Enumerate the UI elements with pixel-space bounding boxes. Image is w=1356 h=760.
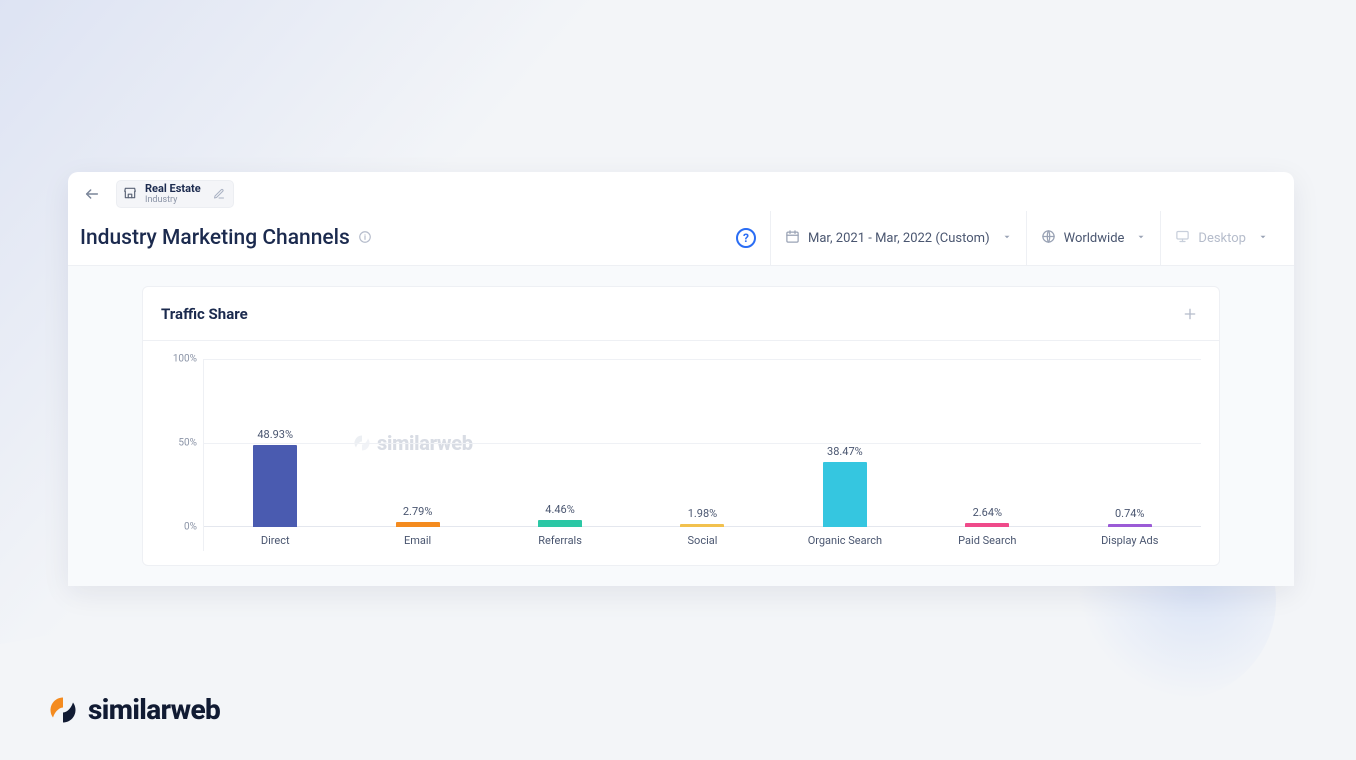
chip-subtitle: Industry — [145, 196, 201, 205]
desktop-icon — [1175, 229, 1190, 248]
page-title: Industry Marketing Channels — [80, 226, 350, 250]
back-button[interactable] — [80, 182, 104, 206]
x-axis-label: Organic Search — [808, 534, 882, 547]
traffic-share-card: Traffic Share similarweb 0%50%100% 48.93… — [142, 286, 1220, 566]
bar — [396, 522, 440, 527]
region-filter[interactable]: Worldwide — [1027, 211, 1161, 265]
app-panel: Real Estate Industry Industry Marketing … — [68, 172, 1294, 586]
x-axis-label: Social — [688, 534, 718, 547]
topbar: Real Estate Industry — [68, 172, 1294, 210]
bar-value-label: 48.93% — [257, 428, 293, 441]
card-title: Traffic Share — [161, 305, 248, 323]
bar — [680, 524, 724, 527]
bar-value-label: 1.98% — [688, 507, 718, 520]
device-label: Desktop — [1198, 231, 1246, 246]
bar-value-label: 2.79% — [403, 505, 433, 518]
filter-group: Mar, 2021 - Mar, 2022 (Custom) Worldwide — [770, 211, 1282, 265]
y-tick-label: 100% — [173, 354, 197, 365]
chart: similarweb 0%50%100% 48.93%Direct2.79%Em… — [143, 341, 1219, 565]
plus-icon — [1182, 306, 1198, 322]
date-range-label: Mar, 2021 - Mar, 2022 (Custom) — [808, 231, 990, 246]
y-tick-label: 50% — [178, 438, 197, 449]
help-button[interactable]: ? — [736, 228, 756, 248]
bar — [1108, 524, 1152, 527]
plot-area: 48.93% Direct 2.79% Email 4.46% Referrals 1.98… — [203, 359, 1201, 551]
x-axis-label: Email — [404, 534, 431, 547]
bar-value-label: 38.47% — [827, 445, 863, 458]
bar-value-label: 2.64% — [973, 506, 1003, 519]
bar-value-label: 0.74% — [1115, 507, 1145, 520]
header-bar: Industry Marketing Channels ? Mar, 2021 … — [68, 210, 1294, 266]
calendar-icon — [785, 229, 800, 248]
card-header: Traffic Share — [143, 287, 1219, 341]
arrow-left-icon — [84, 186, 100, 202]
info-icon[interactable] — [358, 229, 372, 248]
y-tick-label: 0% — [184, 522, 197, 533]
brand-logo: similarweb — [48, 693, 220, 726]
add-button[interactable] — [1179, 303, 1201, 325]
x-axis-label: Display Ads — [1101, 534, 1158, 547]
store-icon — [123, 185, 137, 204]
globe-icon — [1041, 229, 1056, 248]
date-range-filter[interactable]: Mar, 2021 - Mar, 2022 (Custom) — [771, 211, 1026, 265]
edit-icon[interactable] — [213, 185, 225, 204]
brand-name: similarweb — [88, 693, 220, 726]
bar — [965, 523, 1009, 527]
y-axis: 0%50%100% — [161, 359, 203, 551]
x-axis-label: Direct — [261, 534, 290, 547]
chip-title: Real Estate — [145, 183, 201, 194]
industry-chip[interactable]: Real Estate Industry — [116, 180, 234, 208]
bar — [253, 445, 297, 527]
gridline — [204, 359, 1201, 360]
chevron-down-icon — [1136, 231, 1146, 246]
device-filter: Desktop — [1161, 211, 1282, 265]
body-area: Traffic Share similarweb 0%50%100% 48.93… — [68, 266, 1294, 586]
chevron-down-icon — [1002, 231, 1012, 246]
brand-mark-icon — [48, 695, 78, 725]
chevron-down-icon — [1258, 231, 1268, 246]
region-label: Worldwide — [1064, 231, 1125, 246]
gridline — [204, 443, 1201, 444]
bar — [823, 462, 867, 527]
x-axis-label: Referrals — [538, 534, 582, 547]
x-axis-label: Paid Search — [958, 534, 1016, 547]
bar — [538, 520, 582, 527]
bar-value-label: 4.46% — [545, 503, 575, 516]
